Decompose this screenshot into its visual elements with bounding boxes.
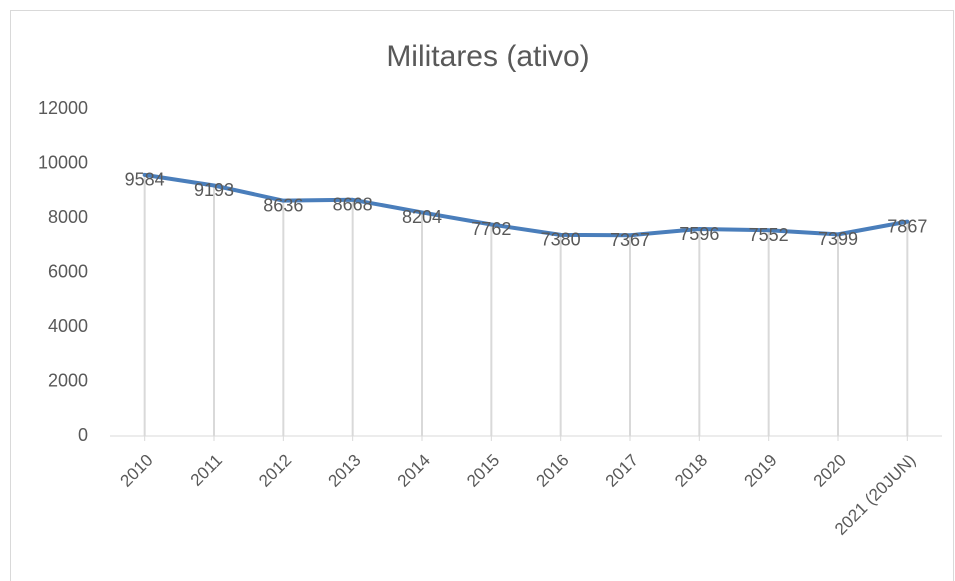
data-label: 7552 — [749, 225, 789, 245]
y-tick-label: 2000 — [48, 370, 88, 390]
data-label: 7762 — [471, 219, 511, 239]
data-label: 7367 — [610, 230, 650, 250]
y-tick-label: 6000 — [48, 261, 88, 281]
data-label: 7380 — [541, 230, 581, 250]
y-tick-label: 8000 — [48, 207, 88, 227]
chart-title: Militares (ativo) — [386, 40, 589, 73]
data-label: 8636 — [263, 195, 303, 215]
data-label: 8204 — [402, 207, 442, 227]
data-label: 7867 — [887, 216, 927, 236]
y-tick-label: 10000 — [38, 152, 88, 172]
data-label: 7596 — [679, 224, 719, 244]
y-tick-label: 4000 — [48, 316, 88, 336]
data-label: 9193 — [194, 180, 234, 200]
data-label: 8668 — [333, 195, 373, 215]
line-series — [142, 172, 910, 238]
y-tick-label: 12000 — [38, 98, 88, 118]
data-label: 7399 — [818, 229, 858, 249]
chart-border — [10, 10, 954, 581]
y-tick-label: 0 — [78, 425, 88, 445]
data-label: 9584 — [125, 170, 165, 190]
